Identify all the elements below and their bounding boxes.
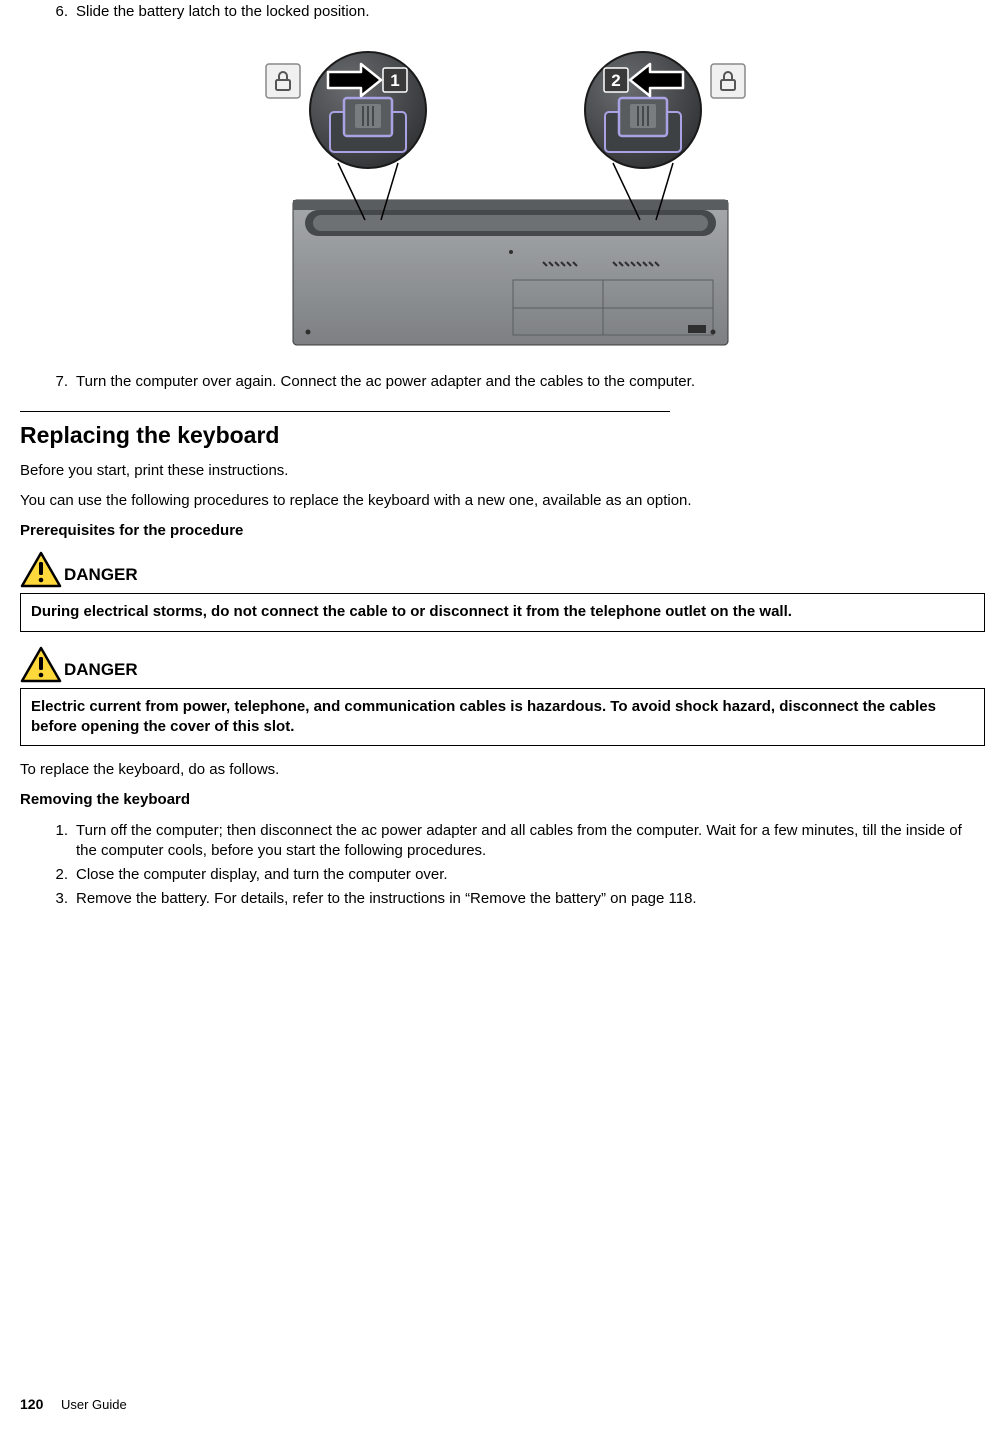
danger-box-1: During electrical storms, do not connect… — [20, 593, 985, 631]
step-number: 6. — [48, 2, 76, 22]
page-number: 120 — [20, 1396, 43, 1412]
step-text: Slide the battery latch to the locked po… — [76, 2, 985, 22]
intro-paragraph-2: You can use the following procedures to … — [20, 491, 985, 511]
danger-label: DANGER — [64, 659, 138, 684]
left-magnifier: 1 — [310, 52, 426, 220]
step-text: Remove the battery. For details, refer t… — [76, 889, 985, 909]
step-6: 6. Slide the battery latch to the locked… — [20, 2, 985, 22]
prerequisites-heading: Prerequisites for the procedure — [20, 521, 985, 541]
right-magnifier: 2 — [585, 52, 701, 220]
step-number: 3. — [48, 889, 76, 909]
step-number: 7. — [48, 372, 76, 392]
section-heading: Replacing the keyboard — [20, 420, 985, 451]
page-footer: 120 User Guide — [20, 1395, 127, 1414]
list-item: 3. Remove the battery. For details, refe… — [48, 889, 985, 909]
list-item: 6. Slide the battery latch to the locked… — [48, 2, 985, 22]
step-text: Turn off the computer; then disconnect t… — [76, 821, 985, 862]
danger-triangle-icon — [20, 646, 62, 684]
intro-paragraph-1: Before you start, print these instructio… — [20, 461, 985, 481]
list-item: 7. Turn the computer over again. Connect… — [48, 372, 985, 392]
callout-2-label: 2 — [611, 71, 620, 90]
danger-label: DANGER — [64, 564, 138, 589]
right-lock-box — [711, 64, 745, 98]
step-number: 2. — [48, 865, 76, 885]
section-divider — [20, 411, 670, 412]
left-lock-box — [266, 64, 300, 98]
danger-box-2: Electric current from power, telephone, … — [20, 688, 985, 747]
removing-steps-list: 1. Turn off the computer; then disconnec… — [20, 821, 985, 910]
laptop-base — [293, 200, 728, 345]
danger-heading-2: DANGER — [20, 646, 985, 684]
followup-paragraph: To replace the keyboard, do as follows. — [20, 760, 985, 780]
step-number: 1. — [48, 821, 76, 862]
danger-heading-1: DANGER — [20, 551, 985, 589]
removing-heading: Removing the keyboard — [20, 790, 985, 810]
battery-latch-figure: 1 2 — [20, 40, 985, 350]
callout-1-label: 1 — [390, 71, 399, 90]
danger-triangle-icon — [20, 551, 62, 589]
step-text: Close the computer display, and turn the… — [76, 865, 985, 885]
footer-label: User Guide — [61, 1397, 127, 1412]
step-7: 7. Turn the computer over again. Connect… — [20, 372, 985, 392]
list-item: 2. Close the computer display, and turn … — [48, 865, 985, 885]
latch-diagram-svg: 1 2 — [233, 40, 773, 350]
list-item: 1. Turn off the computer; then disconnec… — [48, 821, 985, 862]
step-text: Turn the computer over again. Connect th… — [76, 372, 985, 392]
